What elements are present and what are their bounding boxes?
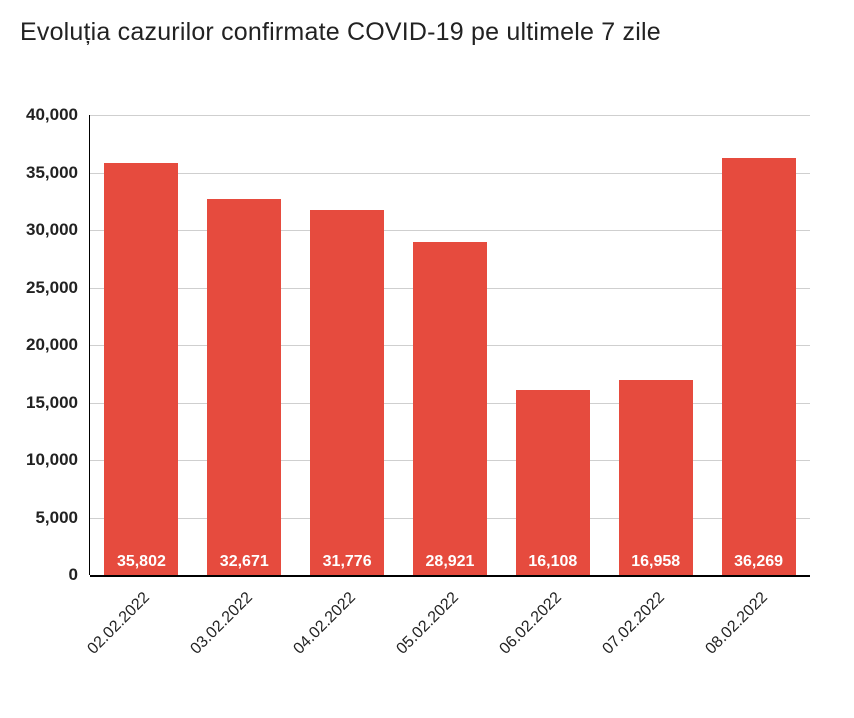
y-tick-label: 20,000: [26, 335, 78, 355]
y-tick-label: 40,000: [26, 105, 78, 125]
y-tick-label: 10,000: [26, 450, 78, 470]
x-tick-label: 08.02.2022: [702, 589, 771, 658]
y-tick-label: 25,000: [26, 278, 78, 298]
x-tick-label: 03.02.2022: [188, 589, 257, 658]
x-axis: [90, 575, 810, 577]
y-tick-label: 0: [69, 565, 78, 585]
y-tick-label: 35,000: [26, 163, 78, 183]
bar-value-label: 16,958: [631, 553, 680, 571]
x-tick-label: 04.02.2022: [291, 589, 360, 658]
y-tick-label: 30,000: [26, 220, 78, 240]
x-tick-label: 06.02.2022: [496, 589, 565, 658]
bar-value-label: 16,108: [528, 553, 577, 571]
bar: 31,776: [310, 210, 384, 575]
y-axis: [89, 115, 90, 575]
bar: 32,671: [207, 199, 281, 575]
y-tick-label: 15,000: [26, 393, 78, 413]
bar: 35,802: [104, 163, 178, 575]
bar-value-label: 32,671: [220, 553, 269, 571]
y-tick-label: 5,000: [35, 508, 78, 528]
bar: 36,269: [722, 158, 796, 575]
x-tick-label: 07.02.2022: [599, 589, 668, 658]
bar: 28,921: [413, 242, 487, 575]
bar-value-label: 36,269: [734, 553, 783, 571]
x-tick-label: 05.02.2022: [393, 589, 462, 658]
bar: 16,108: [516, 390, 590, 575]
x-tick-label: 02.02.2022: [85, 589, 154, 658]
plot-area: 05,00010,00015,00020,00025,00030,00035,0…: [90, 115, 810, 575]
bar: 16,958: [619, 380, 693, 575]
bar-value-label: 28,921: [426, 553, 475, 571]
chart-title: Evoluția cazurilor confirmate COVID-19 p…: [20, 18, 661, 47]
chart-container: Evoluția cazurilor confirmate COVID-19 p…: [0, 0, 854, 718]
bar-value-label: 35,802: [117, 553, 166, 571]
bars: 35,802 32,671 31,776 28,921 16,108 16,958 36,2…: [90, 115, 810, 575]
bar-value-label: 31,776: [323, 553, 372, 571]
